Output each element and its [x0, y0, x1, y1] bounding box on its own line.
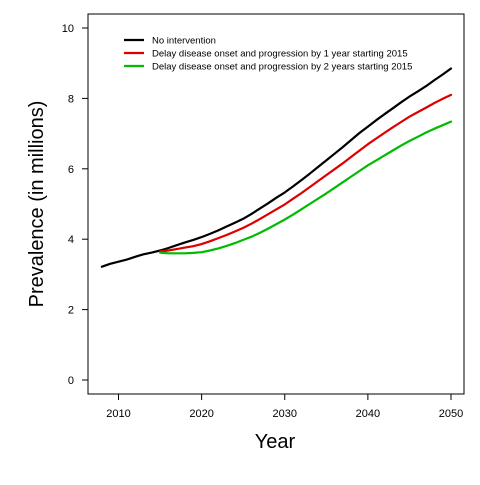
y-tick-label: 8: [68, 93, 74, 105]
y-tick-label: 4: [68, 234, 74, 246]
series-lines: [100, 67, 453, 268]
series-line-1: [100, 67, 453, 268]
y-tick-label: 10: [62, 23, 74, 35]
legend-label: No intervention: [152, 36, 216, 47]
x-tick-label: 2010: [106, 408, 130, 420]
x-axis: 2010 2020 2030 2040 2050: [106, 394, 463, 420]
series-line-3: [159, 120, 453, 255]
x-tick-label: 2050: [439, 408, 463, 420]
x-tick-label: 2030: [273, 408, 297, 420]
legend-label: Delay disease onset and progression by 1…: [152, 49, 408, 60]
x-tick-label: 2020: [189, 408, 213, 420]
x-axis-title: Year: [255, 431, 296, 453]
y-tick-label: 6: [68, 164, 74, 176]
y-tick-label: 2: [68, 305, 74, 317]
legend: No intervention Delay disease onset and p…: [124, 36, 412, 73]
x-tick-label: 2040: [356, 408, 380, 420]
legend-label: Delay disease onset and progression by 2…: [152, 62, 412, 73]
y-axis-title: Prevalence (in millions): [26, 101, 48, 308]
series-line-2: [159, 93, 453, 253]
y-tick-label: 0: [68, 375, 74, 387]
y-axis: 0 2 4 6 8 10: [62, 23, 88, 387]
plot-frame: [87, 13, 465, 395]
